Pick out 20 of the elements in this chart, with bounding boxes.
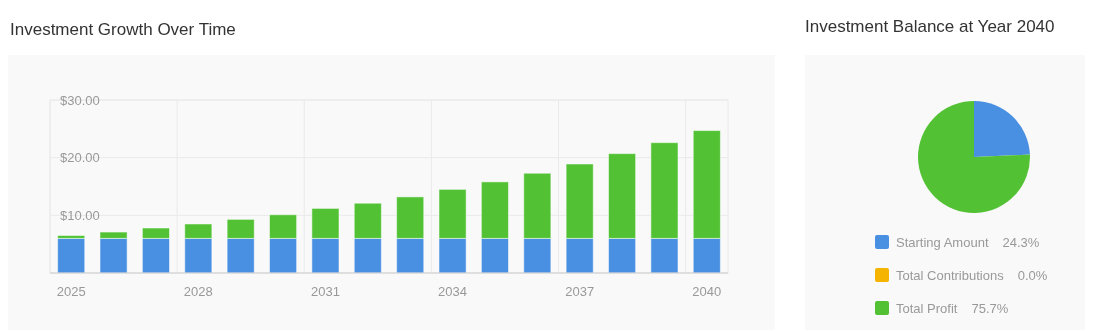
chart-title: Investment Growth Over Time <box>10 20 236 39</box>
legend-label: Total Profit <box>896 300 958 316</box>
y-tick-label: $20.00 <box>60 150 100 166</box>
x-tick-label: 2025 <box>56 284 86 299</box>
pie-slice <box>974 101 1030 157</box>
legend-label: Total Contributions <box>896 267 1004 283</box>
bar <box>57 237 86 274</box>
x-tick-label: 2037 <box>565 284 595 299</box>
legend-label: Starting Amount <box>896 234 989 250</box>
x-tick-label: 2034 <box>438 284 468 299</box>
y-tick-label: $10.00 <box>60 207 100 223</box>
text: 0.0% <box>1017 267 1048 283</box>
chart-title: Investment Balance at Year 2040 <box>805 17 1055 36</box>
x-tick-label: 2040 <box>692 284 722 299</box>
x-tick-label: 2028 <box>183 284 213 299</box>
data-label: 75.7% <box>971 300 1009 316</box>
data-label: 24.3% <box>1002 234 1040 250</box>
x-tick-label: 2031 <box>310 284 340 299</box>
y-tick-label: $30.00 <box>60 92 100 108</box>
pie-slice <box>918 101 1030 213</box>
